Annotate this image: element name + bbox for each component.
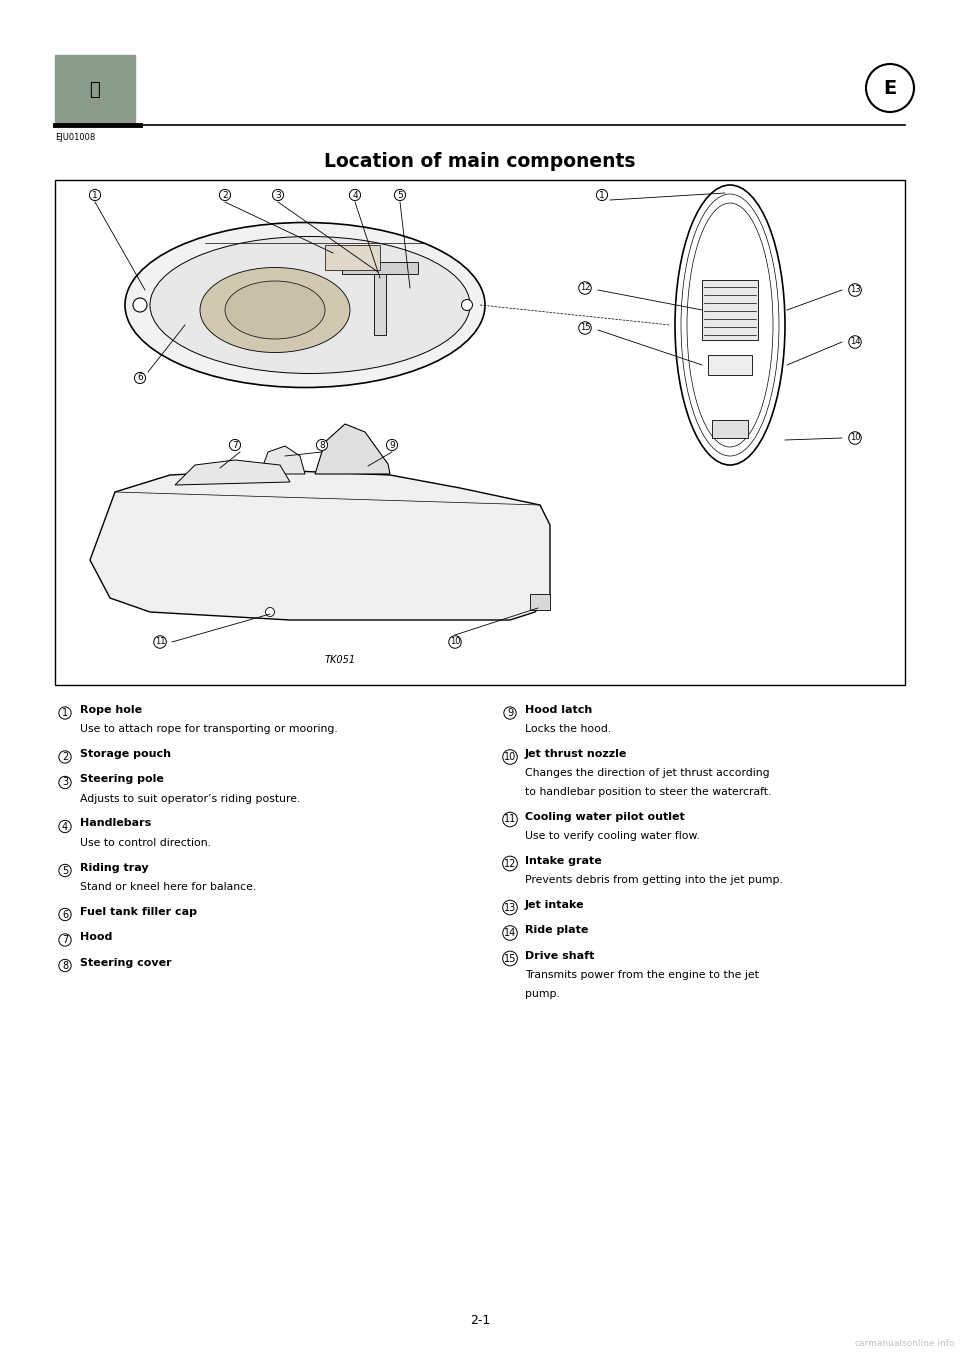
Text: Ride plate: Ride plate bbox=[525, 925, 588, 936]
Ellipse shape bbox=[675, 185, 785, 464]
Text: 8: 8 bbox=[319, 440, 324, 449]
Text: 2: 2 bbox=[61, 752, 68, 762]
Text: Prevents debris from getting into the jet pump.: Prevents debris from getting into the je… bbox=[525, 875, 782, 885]
Text: TK051: TK051 bbox=[324, 655, 355, 665]
Text: 1: 1 bbox=[62, 708, 68, 718]
Text: 1: 1 bbox=[599, 190, 605, 200]
Text: 7: 7 bbox=[232, 440, 238, 449]
Text: 6: 6 bbox=[62, 910, 68, 919]
Text: 9: 9 bbox=[389, 440, 395, 449]
Text: 11: 11 bbox=[504, 815, 516, 824]
Bar bbox=[55, 56, 135, 125]
Bar bbox=[325, 244, 380, 270]
Text: 4: 4 bbox=[352, 190, 358, 200]
Text: Jet thrust nozzle: Jet thrust nozzle bbox=[525, 750, 628, 759]
Text: 4: 4 bbox=[62, 822, 68, 831]
Bar bbox=[530, 593, 550, 610]
Text: Storage pouch: Storage pouch bbox=[80, 750, 171, 759]
Text: pump.: pump. bbox=[525, 989, 560, 998]
Text: 15: 15 bbox=[504, 953, 516, 963]
Text: Location of main components: Location of main components bbox=[324, 152, 636, 171]
Text: 15: 15 bbox=[580, 323, 590, 333]
Text: Locks the hood.: Locks the hood. bbox=[525, 725, 612, 735]
Text: Changes the direction of jet thrust according: Changes the direction of jet thrust acco… bbox=[525, 769, 770, 778]
Ellipse shape bbox=[200, 268, 350, 353]
Text: 10: 10 bbox=[850, 433, 860, 443]
Text: 🏄: 🏄 bbox=[89, 81, 101, 99]
Text: 8: 8 bbox=[62, 960, 68, 971]
Text: Jet intake: Jet intake bbox=[525, 899, 585, 910]
Text: 10: 10 bbox=[449, 637, 460, 646]
Text: E: E bbox=[883, 79, 897, 98]
Text: 3: 3 bbox=[276, 190, 281, 200]
Text: Adjusts to suit operator’s riding posture.: Adjusts to suit operator’s riding postur… bbox=[80, 794, 300, 804]
Polygon shape bbox=[315, 424, 390, 474]
Text: Handlebars: Handlebars bbox=[80, 819, 152, 828]
Circle shape bbox=[462, 300, 472, 311]
Bar bbox=[708, 354, 752, 375]
Text: 6: 6 bbox=[137, 373, 143, 383]
Text: 5: 5 bbox=[397, 190, 403, 200]
Ellipse shape bbox=[150, 236, 470, 373]
Polygon shape bbox=[90, 470, 550, 621]
Bar bbox=[342, 262, 418, 274]
Text: EJU01008: EJU01008 bbox=[55, 133, 95, 143]
Text: 14: 14 bbox=[504, 928, 516, 938]
Text: 13: 13 bbox=[504, 903, 516, 913]
Text: 11: 11 bbox=[155, 637, 165, 646]
Polygon shape bbox=[175, 460, 290, 485]
Text: to handlebar position to steer the watercraft.: to handlebar position to steer the water… bbox=[525, 788, 772, 797]
Text: Hood latch: Hood latch bbox=[525, 705, 592, 716]
Text: Hood: Hood bbox=[80, 932, 112, 942]
Text: Fuel tank filler cap: Fuel tank filler cap bbox=[80, 907, 197, 917]
Text: Use to verify cooling water flow.: Use to verify cooling water flow. bbox=[525, 831, 700, 841]
Text: 1: 1 bbox=[92, 190, 98, 200]
Text: 10: 10 bbox=[504, 752, 516, 762]
Text: 3: 3 bbox=[62, 778, 68, 788]
Text: 12: 12 bbox=[580, 284, 590, 292]
Text: 14: 14 bbox=[850, 338, 860, 346]
Text: Riding tray: Riding tray bbox=[80, 862, 149, 872]
Text: 2: 2 bbox=[222, 190, 228, 200]
Ellipse shape bbox=[125, 223, 485, 387]
Text: 7: 7 bbox=[61, 936, 68, 945]
Bar bbox=[702, 280, 758, 340]
Text: Use to control direction.: Use to control direction. bbox=[80, 838, 211, 847]
Text: Transmits power from the engine to the jet: Transmits power from the engine to the j… bbox=[525, 970, 758, 980]
Bar bbox=[55, 181, 905, 684]
Text: carmanualsonline.info: carmanualsonline.info bbox=[854, 1339, 955, 1348]
Text: 5: 5 bbox=[61, 865, 68, 876]
Text: Rope hole: Rope hole bbox=[80, 705, 142, 716]
Ellipse shape bbox=[225, 281, 325, 340]
Text: Intake grate: Intake grate bbox=[525, 856, 602, 865]
Circle shape bbox=[133, 297, 147, 312]
Text: 13: 13 bbox=[850, 285, 860, 295]
Text: Cooling water pilot outlet: Cooling water pilot outlet bbox=[525, 812, 684, 822]
Circle shape bbox=[266, 607, 275, 617]
Text: Drive shaft: Drive shaft bbox=[525, 951, 594, 960]
Polygon shape bbox=[260, 445, 305, 474]
Circle shape bbox=[866, 64, 914, 111]
Text: 12: 12 bbox=[504, 858, 516, 869]
Bar bbox=[374, 265, 386, 335]
Text: Steering cover: Steering cover bbox=[80, 957, 172, 967]
Text: 2-1: 2-1 bbox=[469, 1313, 491, 1327]
Text: Stand or kneel here for balance.: Stand or kneel here for balance. bbox=[80, 881, 256, 892]
Text: 9: 9 bbox=[507, 708, 513, 718]
Text: Use to attach rope for transporting or mooring.: Use to attach rope for transporting or m… bbox=[80, 725, 338, 735]
Text: Steering pole: Steering pole bbox=[80, 774, 164, 785]
Bar bbox=[712, 420, 748, 439]
